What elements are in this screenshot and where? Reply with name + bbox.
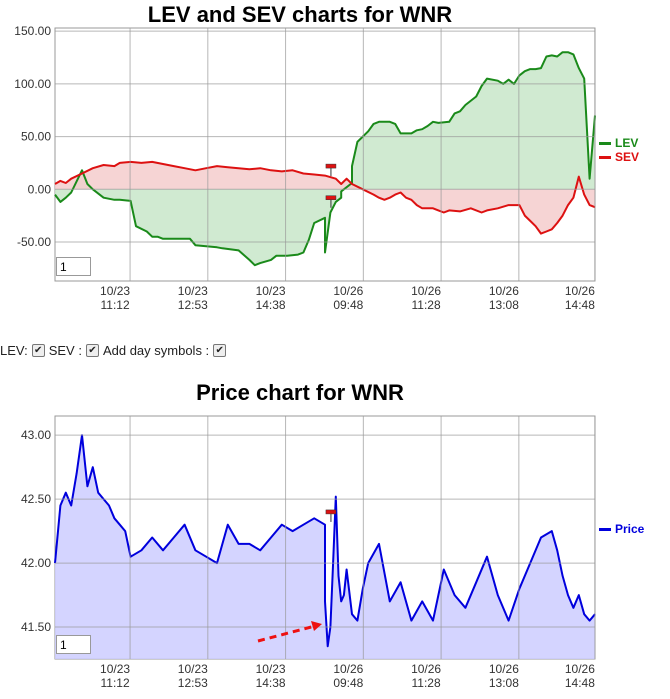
price-x-tick-time: 14:38 [256,676,286,690]
price-y-tick-label: 42.00 [21,556,51,570]
price-x-tick-time: 12:53 [178,676,208,690]
lev-sev-sev-line [54,160,596,235]
price-x-tick-time: 11:12 [100,676,129,690]
lev-sev-x-tick-time: 09:48 [333,298,363,312]
price-x-tick-time: 13:08 [489,676,519,690]
price-x-tick-time: 11:28 [412,676,441,690]
legend-sev: SEV [599,150,639,164]
lev-sev-y-tick-label: 50.00 [21,130,51,144]
price-chart-zoom-input[interactable]: 1 [56,635,91,654]
day-symbols-label: Add day symbols : [102,343,210,358]
legend-sev-swatch [599,155,611,159]
lev-sev-day-marker [325,195,337,200]
legend-lev-label: LEV [615,136,639,150]
lev-sev-y-tick-label: 0.00 [28,182,52,196]
lev-sev-y-tick-label: 100.00 [14,77,51,91]
lev-sev-x-tick-date: 10/23 [178,284,208,298]
lev-sev-day-marker [325,163,337,169]
price-annotation-arrowhead [311,621,322,631]
legend-price-swatch [599,527,611,531]
lev-checkbox[interactable]: ✔ [31,344,45,357]
lev-sev-x-tick-time: 11:28 [412,298,441,312]
lev-sev-x-tick-date: 10/23 [100,284,130,298]
lev-sev-x-tick-time: 14:48 [565,298,595,312]
lev-sev-sev-area [55,161,595,234]
sev-toggle-label: SEV : [48,343,82,358]
price-x-tick-date: 10/23 [256,662,286,676]
lev-sev-x-tick-date: 10/26 [489,284,519,298]
lev-sev-x-tick-date: 10/26 [411,284,441,298]
price-x-tick-date: 10/26 [489,662,519,676]
legend-sev-label: SEV [615,150,640,164]
lev-sev-y-tick-label: -50.00 [17,235,51,249]
lev-sev-x-tick-time: 12:53 [178,298,208,312]
legend-price-label: Price [615,522,645,536]
price-x-tick-time: 14:48 [565,676,595,690]
lev-sev-x-tick-date: 10/26 [333,284,363,298]
lev-chart-zoom-input[interactable]: 1 [56,257,91,276]
price-chart-title: Price chart for WNR [196,380,404,405]
day-symbols-checkbox[interactable]: ✔ [213,344,227,357]
price-x-tick-date: 10/26 [565,662,595,676]
price-x-tick-date: 10/23 [178,662,208,676]
price-x-tick-date: 10/26 [411,662,441,676]
sev-checkbox[interactable]: ✔ [85,344,99,357]
lev-sev-y-tick-label: 150.00 [14,24,51,38]
price-x-tick-time: 09:48 [333,676,363,690]
price-y-tick-label: 43.00 [21,428,51,442]
price-x-tick-date: 10/23 [100,662,130,676]
price-y-tick-label: 41.50 [21,620,51,634]
lev-sev-x-tick-time: 11:12 [100,298,129,312]
lev-sev-x-tick-date: 10/26 [565,284,595,298]
lev-sev-lev-area [55,52,595,266]
lev-sev-x-tick-time: 13:08 [489,298,519,312]
legend-lev-swatch [599,141,611,145]
price-price-area [55,435,595,659]
price-plot-area [54,415,596,660]
price-annotation-arrow [257,624,316,643]
price-day-marker [325,509,337,515]
lev-toggle-label: LEV: [0,343,28,358]
lev-sev-chart-title: LEV and SEV charts for WNR [147,2,453,27]
price-x-tick-date: 10/26 [333,662,363,676]
legend-price: Price [599,522,644,536]
price-price-line [54,434,596,648]
lev-sev-lev-line [54,51,596,267]
chart-controls: LEV: ✔ SEV : ✔ Add day symbols : ✔ [0,343,230,358]
lev-sev-x-tick-time: 14:38 [256,298,286,312]
lev-sev-x-tick-date: 10/23 [256,284,286,298]
lev-sev-chart: 150.00100.0050.000.00-50.0010/2311:1210/… [14,24,596,312]
legend-lev: LEV [599,136,638,150]
price-y-tick-label: 42.50 [21,492,51,506]
